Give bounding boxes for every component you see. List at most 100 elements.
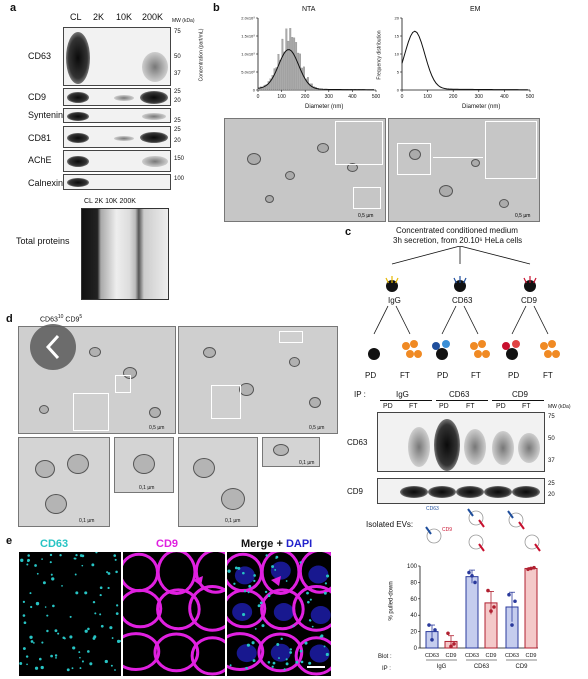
category-label: CD9	[525, 653, 536, 659]
mw-a-syn-25: 25	[174, 118, 181, 124]
blot-a-cd81	[63, 126, 171, 148]
cd63-puncta	[46, 629, 49, 633]
hist-bar	[265, 84, 268, 91]
medium-title-2: 3h secretion, from 20.10⁶ HeLa cells	[393, 236, 523, 245]
cd63-puncta	[234, 566, 238, 570]
y-tick-label: 100	[407, 564, 418, 570]
cd63-puncta	[252, 659, 256, 663]
antibody-IgG	[385, 277, 389, 284]
cd63-puncta	[299, 649, 303, 653]
cd63-puncta	[81, 564, 84, 567]
arrow-pd	[441, 305, 457, 335]
hist-bar	[289, 28, 292, 91]
hist-bar	[273, 68, 276, 91]
cell-membrane	[227, 632, 265, 671]
arrow-ft	[533, 305, 549, 335]
cd63-puncta	[307, 600, 310, 604]
cd63-puncta	[50, 573, 53, 576]
cell-membrane	[194, 552, 225, 594]
pulldown-bar-chart: 0 20 40 60 80 100 CD63 CD9 CD63 CD9 CD63 CD9 IgG CD63…	[407, 564, 538, 670]
cd63-puncta	[280, 637, 283, 641]
cd63-puncta	[283, 668, 286, 671]
data-point	[529, 566, 533, 571]
x-tick-label: 500	[526, 94, 535, 100]
inset-box-d1	[73, 393, 109, 431]
lane-label-cl: CL	[70, 12, 82, 22]
ev-cd63-marker	[425, 526, 432, 535]
mw-a-50: 50	[174, 54, 181, 60]
pd-bead	[506, 348, 518, 360]
cd63-puncta	[324, 582, 328, 585]
bar-2	[465, 576, 479, 649]
total-protein-gel	[81, 208, 169, 300]
cd63-puncta	[242, 571, 245, 575]
data-point	[433, 628, 437, 632]
hist-bar	[279, 60, 282, 91]
chevron-left-icon	[45, 334, 60, 360]
ft-ev	[470, 342, 478, 350]
frac-pd-1: PD	[365, 371, 377, 380]
ft-ev	[414, 350, 422, 358]
blot-a-cd9	[63, 88, 171, 106]
cd63-puncta	[54, 654, 58, 657]
cd63-puncta	[49, 561, 52, 564]
cd63-puncta	[319, 635, 322, 638]
data-point	[489, 609, 493, 613]
cell-membrane	[292, 585, 331, 632]
cd63-puncta	[248, 584, 252, 588]
cd63-puncta	[26, 663, 28, 666]
cd63-puncta	[87, 627, 90, 631]
blot-a-cd63	[63, 27, 171, 86]
data-point	[510, 623, 514, 627]
ft-ev	[474, 350, 482, 358]
mw-a-100: 100	[174, 176, 185, 182]
cd63-puncta	[245, 666, 248, 670]
em-zoom-d3: 0,1 µm	[178, 437, 258, 527]
pd-ev	[432, 342, 440, 350]
mw-a-25: 25	[174, 89, 181, 95]
cd63-puncta	[71, 667, 74, 670]
cd63-puncta	[271, 565, 275, 569]
cd63-puncta	[41, 558, 43, 560]
hist-bar	[271, 75, 274, 91]
cd63-puncta	[254, 627, 257, 630]
cell-membrane	[298, 552, 331, 594]
cd63-puncta	[107, 572, 111, 575]
nucleus	[270, 643, 291, 662]
ip-scheme	[368, 246, 560, 360]
cd63-puncta	[247, 591, 250, 594]
cd63-puncta	[233, 582, 236, 585]
cd63-puncta	[289, 651, 293, 654]
cd63-puncta	[35, 601, 40, 606]
micro-cd63	[19, 552, 121, 676]
row-label-calnexin: Calnexin	[28, 178, 64, 188]
cd63-puncta	[299, 561, 302, 564]
blot-c-label-cd9: CD9	[347, 487, 364, 496]
cd63-puncta	[92, 600, 96, 604]
hist-bar	[293, 37, 296, 91]
ab-label-cd63: CD63	[452, 296, 473, 305]
group-label: CD9	[515, 664, 528, 670]
frac-ft-2: FT	[471, 371, 481, 380]
cd63-puncta	[253, 574, 256, 577]
back-button[interactable]	[30, 324, 76, 370]
cd63-puncta	[227, 569, 231, 573]
nucleus	[234, 566, 255, 585]
hist-bar	[291, 37, 294, 91]
arrow-pd	[511, 305, 527, 335]
y-tick-label: 10	[395, 52, 400, 57]
inset-box-d3	[211, 385, 241, 419]
pd-ev	[442, 340, 450, 348]
arrow-ft	[463, 305, 479, 335]
row-label-cd81: CD81	[28, 133, 52, 143]
cd63-puncta	[285, 580, 288, 582]
frac-ft-1: FT	[400, 371, 410, 380]
bar-ip-prefix: IP :	[382, 666, 391, 672]
mw-c-20: 20	[548, 492, 555, 498]
isolated-evs-label: Isolated EVs:	[366, 520, 414, 529]
cell-membrane	[153, 632, 200, 673]
ft-ev	[482, 350, 490, 358]
ip-header-cd63: CD63	[449, 390, 470, 399]
cd63-puncta	[79, 656, 81, 659]
em-ylabel: Frequency distribution	[376, 30, 383, 80]
